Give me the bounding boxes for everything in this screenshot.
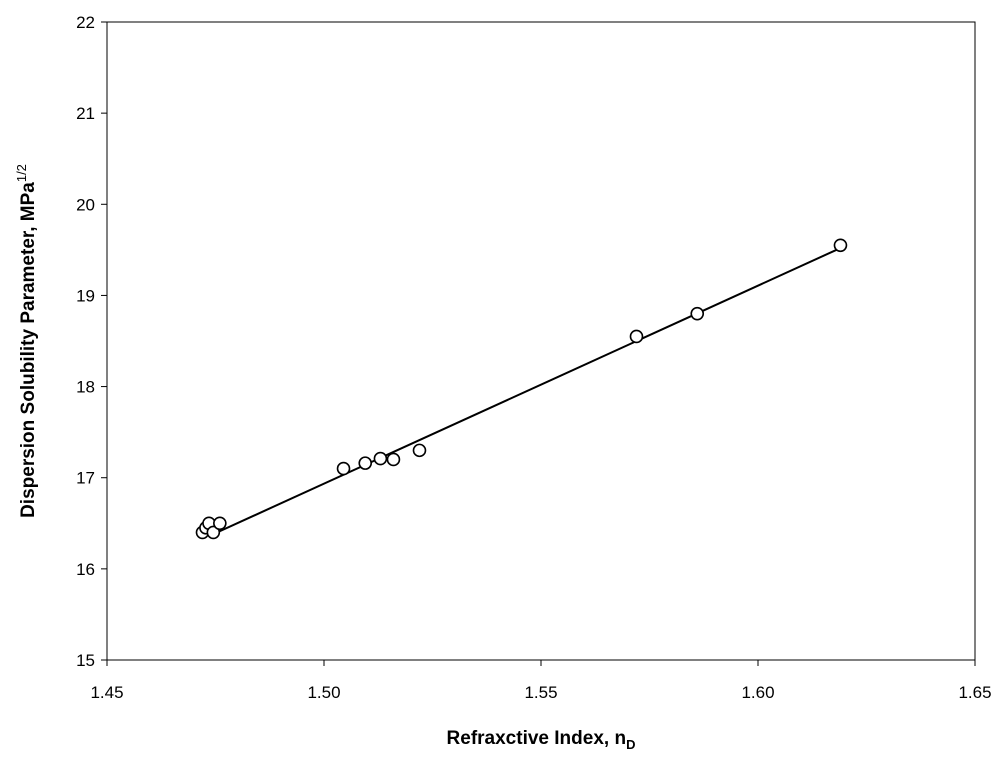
y-axis-title: Dispersion Solubility Parameter, MPa1/2 bbox=[14, 164, 39, 518]
data-point bbox=[336, 461, 351, 476]
x-tick-label: 1.50 bbox=[307, 683, 340, 702]
x-tick-label: 1.60 bbox=[741, 683, 774, 702]
y-tick-label: 18 bbox=[76, 378, 95, 397]
y-tick-label: 16 bbox=[76, 560, 95, 579]
data-point bbox=[206, 525, 221, 540]
y-tick-label: 17 bbox=[76, 469, 95, 488]
plot-area bbox=[106, 21, 976, 661]
data-point bbox=[213, 516, 227, 531]
data-point bbox=[690, 306, 705, 321]
y-tick-label: 22 bbox=[76, 13, 95, 32]
data-point bbox=[629, 329, 644, 344]
data-point bbox=[386, 452, 401, 467]
y-tick-label: 20 bbox=[76, 195, 95, 214]
data-point bbox=[373, 451, 388, 466]
trendline-group bbox=[210, 247, 841, 537]
data-point bbox=[833, 238, 848, 253]
y-tick-label: 19 bbox=[76, 286, 95, 305]
y-tick-label: 21 bbox=[76, 104, 95, 123]
data-points bbox=[195, 238, 848, 540]
y-axis-ticks: 15 16 17 18 19 20 21 22 bbox=[76, 13, 107, 670]
x-tick-label: 1.45 bbox=[90, 683, 123, 702]
x-tick-label: 1.55 bbox=[524, 683, 557, 702]
x-tick-label: 1.65 bbox=[958, 683, 991, 702]
x-axis-ticks: 1.45 1.50 1.55 1.60 1.65 bbox=[90, 660, 992, 702]
y-tick-label: 15 bbox=[76, 651, 95, 670]
data-point bbox=[412, 443, 427, 458]
data-point bbox=[358, 456, 373, 470]
linear-trendline bbox=[210, 247, 841, 537]
x-axis-title: Refraxctive Index, nD bbox=[447, 728, 636, 752]
